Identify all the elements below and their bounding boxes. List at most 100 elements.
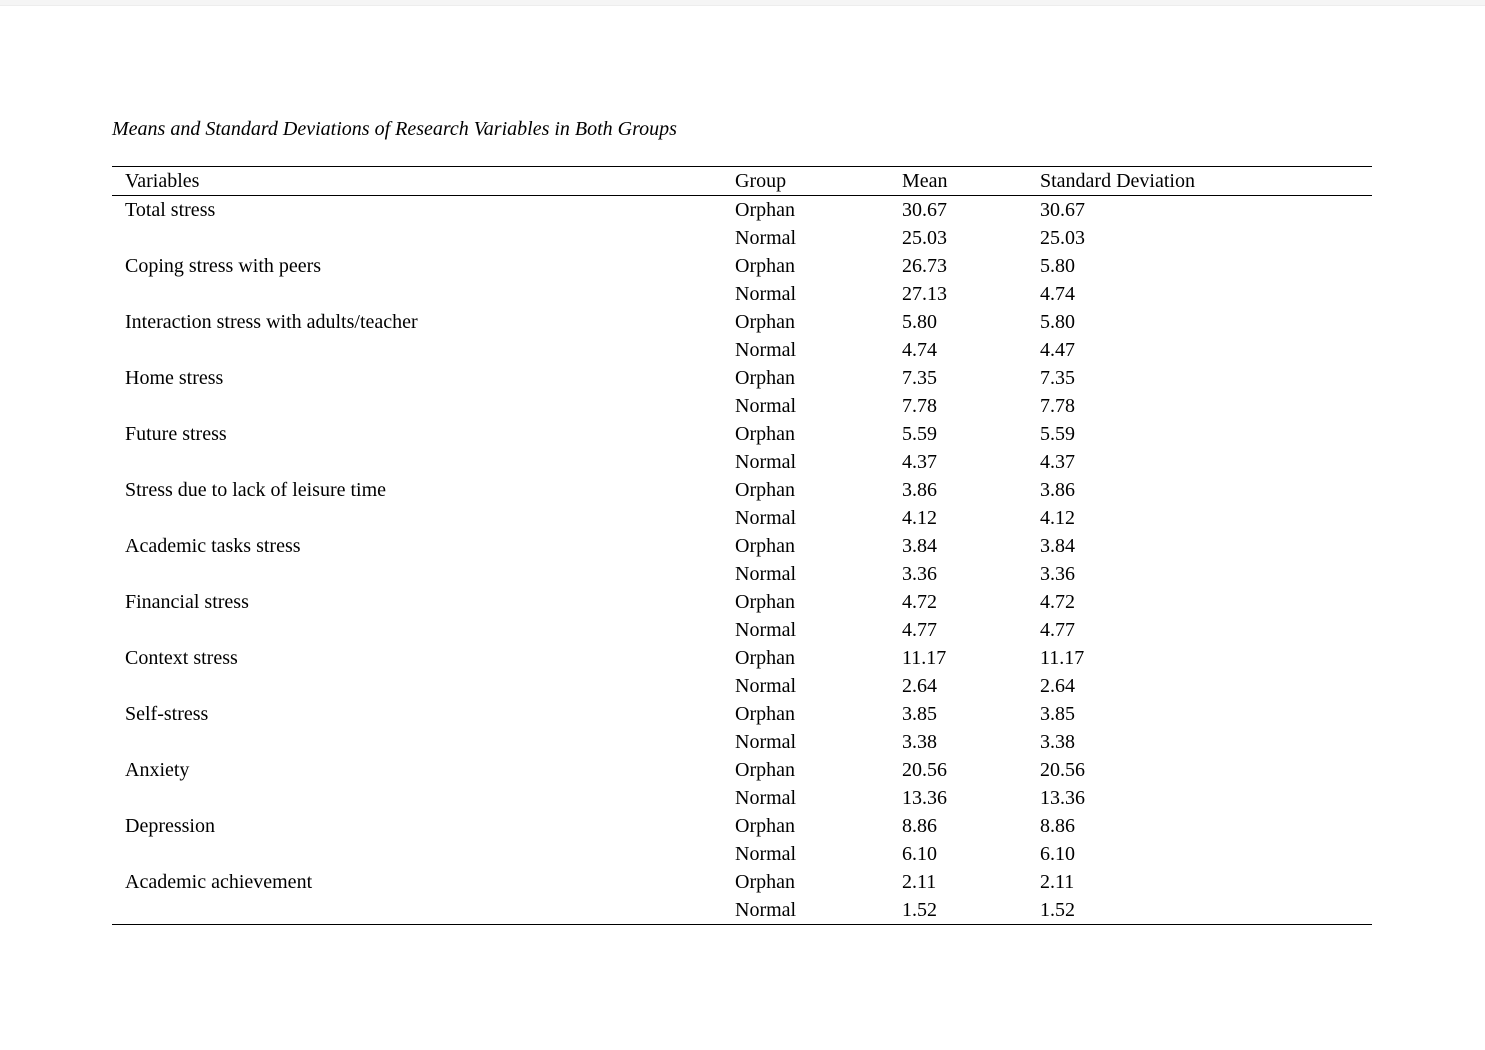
table-row: Academic tasks stress Orphan 3.84 3.84 xyxy=(112,532,1372,560)
header-row: Variables Group Mean Standard Deviation xyxy=(112,167,1372,196)
variable-cell: Anxiety xyxy=(125,759,190,781)
mean-cell: 3.38 xyxy=(902,731,937,753)
group-cell: Normal xyxy=(735,787,797,809)
variable-cell xyxy=(112,336,735,364)
table-row: Normal 6.10 6.10 xyxy=(112,840,1372,868)
sd-cell: 3.38 xyxy=(1040,731,1075,753)
variable-cell xyxy=(112,784,735,812)
table-row: Stress due to lack of leisure time Orphan… xyxy=(112,476,1372,504)
mean-cell: 25.03 xyxy=(902,227,947,249)
sd-cell: 11.17 xyxy=(1040,647,1085,669)
variable-cell xyxy=(112,392,735,420)
header-group: Group xyxy=(735,170,787,192)
group-cell: Orphan xyxy=(735,591,795,613)
mean-cell: 2.64 xyxy=(902,675,937,697)
group-cell: Orphan xyxy=(735,535,795,557)
header-standard-deviation: Standard Deviation xyxy=(1040,170,1195,192)
table-row: Academic achievement Orphan 2.11 2.11 xyxy=(112,868,1372,896)
sd-cell: 7.35 xyxy=(1040,367,1075,389)
sd-cell: 30.67 xyxy=(1040,199,1085,221)
variable-cell xyxy=(112,840,735,868)
group-cell: Orphan xyxy=(735,647,795,669)
mean-cell: 26.73 xyxy=(902,255,947,277)
mean-cell: 5.59 xyxy=(902,423,937,445)
mean-cell: 2.11 xyxy=(902,871,937,893)
sd-cell: 4.72 xyxy=(1040,591,1075,613)
mean-cell: 13.36 xyxy=(902,787,947,809)
variable-cell xyxy=(112,672,735,700)
table-row: Normal 4.74 4.47 xyxy=(112,336,1372,364)
mean-cell: 3.86 xyxy=(902,479,937,501)
table-header: Variables Group Mean Standard Deviation xyxy=(112,167,1372,196)
stats-table: Variables Group Mean Standard Deviation … xyxy=(112,166,1372,925)
table-row: Future stress Orphan 5.59 5.59 xyxy=(112,420,1372,448)
window-top-edge xyxy=(0,0,1485,6)
table-row: Normal 4.12 4.12 xyxy=(112,504,1372,532)
table-row: Self-stress Orphan 3.85 3.85 xyxy=(112,700,1372,728)
variable-cell xyxy=(112,504,735,532)
group-cell: Orphan xyxy=(735,759,795,781)
group-cell: Orphan xyxy=(735,311,795,333)
sd-cell: 4.37 xyxy=(1040,451,1075,473)
table-body: Total stress Orphan 30.67 30.67 Normal 25.03 2… xyxy=(112,196,1372,925)
mean-cell: 8.86 xyxy=(902,815,937,837)
table-row: Normal 3.38 3.38 xyxy=(112,728,1372,756)
table-row: Home stress Orphan 7.35 7.35 xyxy=(112,364,1372,392)
sd-cell: 1.52 xyxy=(1040,899,1075,921)
table-row: Context stress Orphan 11.17 11.17 xyxy=(112,644,1372,672)
group-cell: Normal xyxy=(735,227,797,249)
sd-cell: 5.80 xyxy=(1040,255,1075,277)
group-cell: Orphan xyxy=(735,255,795,277)
sd-cell: 3.36 xyxy=(1040,563,1075,585)
group-cell: Orphan xyxy=(735,479,795,501)
variable-cell: Academic tasks stress xyxy=(125,535,301,557)
table-row: Normal 4.77 4.77 xyxy=(112,616,1372,644)
variable-cell: Total stress xyxy=(125,199,216,221)
table-row: Total stress Orphan 30.67 30.67 xyxy=(112,196,1372,225)
sd-cell: 5.80 xyxy=(1040,311,1075,333)
table-row: Normal 7.78 7.78 xyxy=(112,392,1372,420)
group-cell: Normal xyxy=(735,899,797,921)
table-row: Normal 2.64 2.64 xyxy=(112,672,1372,700)
variable-cell: Future stress xyxy=(125,423,227,445)
table-row: Coping stress with peers Orphan 26.73 5.80 xyxy=(112,252,1372,280)
mean-cell: 3.84 xyxy=(902,535,937,557)
variable-cell xyxy=(112,224,735,252)
table-row: Normal 25.03 25.03 xyxy=(112,224,1372,252)
group-cell: Normal xyxy=(735,563,797,585)
header-mean: Mean xyxy=(902,170,948,192)
table-caption: Means and Standard Deviations of Researc… xyxy=(112,118,677,140)
table-row: Depression Orphan 8.86 8.86 xyxy=(112,812,1372,840)
group-cell: Normal xyxy=(735,619,797,641)
group-cell: Normal xyxy=(735,339,797,361)
group-cell: Normal xyxy=(735,507,797,529)
mean-cell: 7.35 xyxy=(902,367,937,389)
group-cell: Normal xyxy=(735,843,797,865)
group-cell: Orphan xyxy=(735,871,795,893)
mean-cell: 7.78 xyxy=(902,395,937,417)
sd-cell: 2.64 xyxy=(1040,675,1075,697)
sd-cell: 8.86 xyxy=(1040,815,1075,837)
sd-cell: 6.10 xyxy=(1040,843,1075,865)
group-cell: Orphan xyxy=(735,815,795,837)
mean-cell: 20.56 xyxy=(902,759,947,781)
table-row: Interaction stress with adults/teacher Or… xyxy=(112,308,1372,336)
variable-cell xyxy=(112,728,735,756)
variable-cell xyxy=(112,448,735,476)
mean-cell: 4.37 xyxy=(902,451,937,473)
variable-cell xyxy=(112,560,735,588)
sd-cell: 5.59 xyxy=(1040,423,1075,445)
mean-cell: 4.12 xyxy=(902,507,937,529)
variable-cell: Context stress xyxy=(125,647,238,669)
group-cell: Orphan xyxy=(735,703,795,725)
variable-cell: Academic achievement xyxy=(125,871,313,893)
variable-cell xyxy=(112,616,735,644)
group-cell: Normal xyxy=(735,451,797,473)
mean-cell: 3.85 xyxy=(902,703,937,725)
mean-cell: 27.13 xyxy=(902,283,947,305)
sd-cell: 20.56 xyxy=(1040,759,1085,781)
table-row: Normal 27.13 4.74 xyxy=(112,280,1372,308)
mean-cell: 4.72 xyxy=(902,591,937,613)
sd-cell: 7.78 xyxy=(1040,395,1075,417)
